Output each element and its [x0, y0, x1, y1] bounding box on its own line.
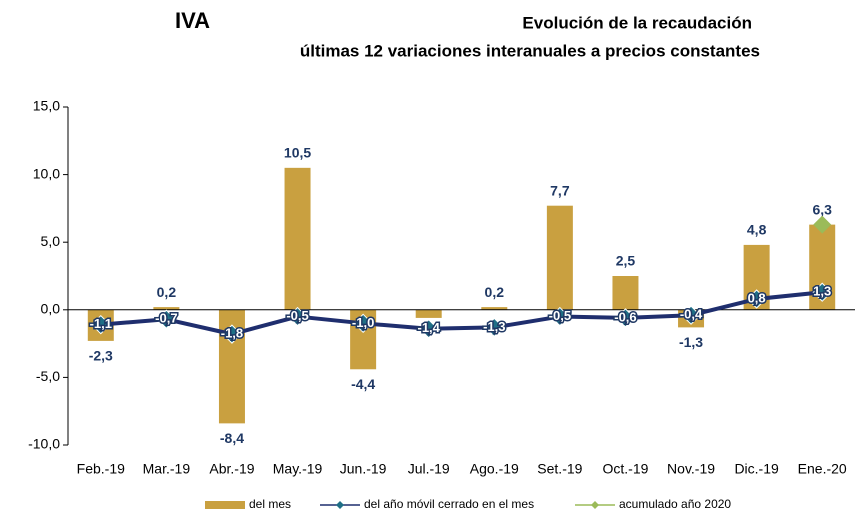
marker	[419, 319, 439, 339]
line-label: 1,3	[813, 284, 831, 299]
line	[100, 290, 823, 337]
value-label: 10,5	[284, 145, 311, 161]
x-tick-label: Set.-19	[537, 461, 582, 477]
value-label: 2,5	[616, 253, 636, 269]
legend-swatch	[591, 501, 599, 509]
x-tick-label: Dic.-19	[734, 461, 779, 477]
marker	[156, 309, 177, 329]
chart-title: IVA	[175, 8, 210, 33]
y-tick-label: 5,0	[41, 233, 61, 249]
x-tick-label: Mar.-19	[143, 461, 191, 477]
line-label: -0,5	[286, 308, 308, 323]
marker	[813, 215, 832, 234]
bar	[481, 307, 508, 310]
x-tick-label: Ene.-20	[798, 461, 847, 477]
marker	[812, 282, 832, 302]
bar	[612, 276, 639, 310]
line-label: 0,8	[748, 290, 766, 305]
value-label: 0,2	[485, 284, 505, 300]
bar	[153, 307, 180, 310]
marker	[353, 313, 373, 334]
line-label: -1,8	[221, 326, 243, 341]
legend-swatch	[205, 501, 245, 509]
value-label: 7,7	[550, 182, 570, 198]
marker	[681, 305, 701, 325]
legend-swatch	[336, 501, 344, 509]
chart-subtitle: Evolución de la recaudación	[522, 13, 752, 32]
x-tick-label: Feb.-19	[77, 461, 125, 477]
line-label: -0,6	[614, 309, 636, 324]
y-tick-label: -5,0	[36, 368, 60, 384]
bar	[546, 205, 573, 310]
value-label: -1,3	[679, 334, 703, 350]
x-tick-label: Jul.-19	[408, 461, 450, 477]
bar	[415, 309, 442, 318]
marker	[222, 324, 242, 344]
value-label: -8,4	[220, 430, 244, 446]
value-label: 6,3	[812, 201, 832, 217]
marker	[746, 289, 767, 309]
marker	[484, 317, 504, 338]
y-tick-label: -10,0	[28, 436, 60, 452]
marker	[550, 306, 570, 327]
x-tick-label: Ago.-19	[470, 461, 519, 477]
x-tick-label: Abr.-19	[209, 461, 254, 477]
value-label: -4,4	[351, 376, 375, 392]
chart-subtitle: últimas 12 variaciones interanuales a pr…	[300, 41, 760, 60]
line-label: -1,3	[483, 319, 505, 334]
x-tick-label: Nov.-19	[667, 461, 715, 477]
line-label: -0,5	[549, 308, 571, 323]
line-label: -1,0	[352, 315, 374, 330]
marker	[287, 306, 308, 327]
line-label: -0,7	[155, 311, 177, 326]
y-tick-label: 0,0	[41, 301, 61, 317]
x-tick-label: Jun.-19	[340, 461, 387, 477]
legend-label: del mes	[249, 497, 291, 511]
x-tick-label: May.-19	[273, 461, 323, 477]
value-label: 0,2	[157, 284, 177, 300]
marker	[615, 308, 636, 328]
y-tick-label: 15,0	[33, 98, 60, 114]
legend-label: acumulado año 2020	[619, 497, 731, 511]
marker	[91, 314, 111, 335]
line-label: -1,1	[90, 316, 112, 331]
bar	[284, 167, 311, 310]
value-label: -2,3	[89, 348, 113, 364]
legend-label: del año móvil cerrado en el mes	[364, 497, 534, 511]
y-tick-label: 10,0	[33, 165, 60, 181]
x-tick-label: Oct.-19	[603, 461, 649, 477]
line-label: -1,4	[418, 320, 441, 335]
value-label: 4,8	[747, 222, 767, 238]
line-label: -0,4	[680, 307, 703, 322]
